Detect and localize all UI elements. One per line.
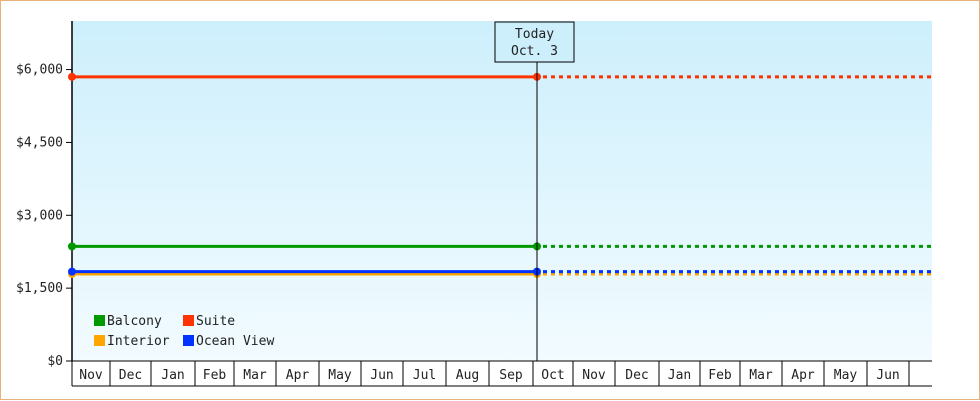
month-label: Apr [791,368,815,383]
series-suite-start-point [68,72,76,81]
month-label: Apr [286,368,310,383]
month-label: Mar [749,368,773,383]
y-tick-label: $6,000 [16,63,63,78]
plot-area [72,21,932,361]
legend-swatch-balcony [94,315,105,326]
y-tick-label: $3,000 [16,208,63,223]
month-label: Aug [456,368,479,383]
month-label: Sep [499,368,523,383]
month-label: Nov [582,368,606,383]
legend-swatch-suite [183,315,194,326]
y-tick-label: $0 [47,354,63,369]
month-label: Mar [243,368,267,383]
month-label: Jun [876,368,899,383]
x-axis: Nov Dec Jan Feb Mar Apr May Jun Jul Aug Sep Oct Nov D… [71,360,932,387]
y-tick-label: $1,500 [16,281,63,296]
today-date: Oct. 3 [511,44,558,59]
today-marker: Today Oct. 3 [494,21,575,361]
month-label: Jan [668,368,691,383]
month-label: Oct [541,368,564,383]
series-ocean-view-start-point [68,267,76,276]
series-layer [68,72,932,279]
today-box [494,21,575,63]
y-axis: $0 $1,500 $3,000 $4,500 $6,000 [16,21,73,369]
today-label: Today [515,27,554,42]
legend-label-ocean-view: Ocean View [196,334,274,349]
legend-swatch-ocean-view [183,335,194,346]
month-label: May [834,368,858,383]
y-tick-label: $4,500 [16,135,63,150]
legend: Balcony Suite Interior Ocean View [94,314,274,349]
legend-label-suite: Suite [196,314,235,329]
month-label: Jul [413,368,436,383]
legend-label-balcony: Balcony [107,314,162,329]
month-label: Jun [370,368,393,383]
month-label: Dec [625,368,648,383]
month-label: Jan [161,368,184,383]
legend-swatch-interior [94,335,105,346]
month-label: Feb [203,368,227,383]
month-label: Nov [79,368,103,383]
month-label: Feb [708,368,732,383]
legend-label-interior: Interior [107,334,170,349]
series-balcony-start-point [68,242,76,251]
month-label: Dec [119,368,142,383]
month-label: May [328,368,352,383]
